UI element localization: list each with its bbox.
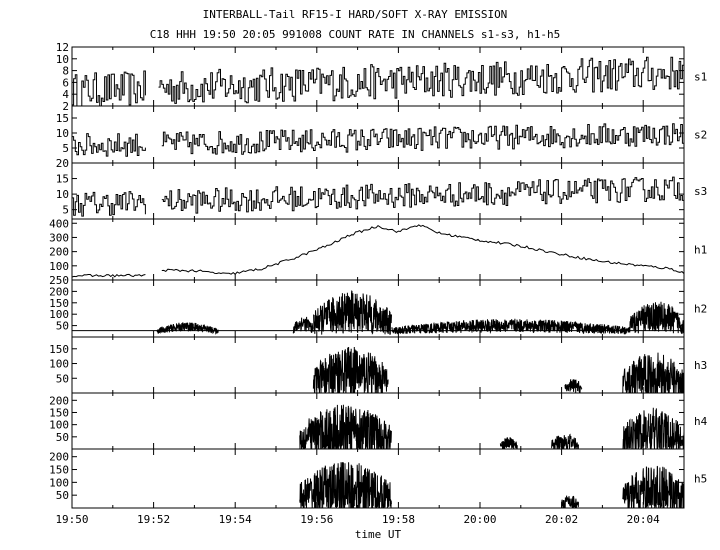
y-tick-label: 50 [56, 372, 69, 385]
x-axis-label: time UT [355, 528, 402, 541]
channel-label: h2 [694, 303, 707, 316]
series-h2 [72, 290, 684, 335]
y-tick-label: 100 [49, 476, 69, 489]
channel-label: h4 [694, 415, 708, 428]
y-tick-label: 15 [56, 173, 69, 186]
y-tick-label: 100 [49, 308, 69, 321]
y-tick-label: 10 [56, 188, 69, 201]
channel-label: h3 [694, 359, 707, 372]
x-tick-label: 20:04 [627, 513, 660, 526]
y-tick-label: 5 [62, 142, 69, 155]
chart-subtitle: C18 HHH 19:50 20:05 991008 COUNT RATE IN… [150, 28, 561, 41]
y-tick-label: 200 [49, 246, 69, 259]
y-tick-label: 50 [56, 489, 69, 502]
y-tick-label: 8 [62, 65, 69, 78]
chart-title: INTERBALL-Tail RF15-I HARD/SOFT X-RAY EM… [203, 8, 508, 21]
x-tick-label: 19:56 [300, 513, 333, 526]
y-tick-label: 100 [49, 260, 69, 273]
panel-frame [71, 162, 685, 220]
panel-s3: 5 10 15 20 s3 [56, 157, 707, 220]
y-tick-label: 12 [56, 41, 69, 54]
y-tick-label: 50 [56, 320, 69, 333]
channel-label: h1 [694, 244, 707, 257]
y-tick-label: 300 [49, 231, 69, 244]
series-h3 [312, 346, 684, 393]
panels-group: 24681012s151015s25101520s3100200300400h1… [49, 41, 708, 509]
series-h4 [299, 404, 684, 449]
y-tick-label: 6 [62, 76, 69, 89]
y-tick-label: 250 [49, 274, 69, 287]
y-tick-label: 2 [62, 100, 69, 113]
series-s2 [72, 123, 684, 157]
y-tick-label: 150 [49, 343, 69, 356]
channel-label: s3 [694, 185, 707, 198]
y-tick-label: 400 [49, 217, 69, 230]
y-tick-label: 4 [62, 88, 69, 101]
y-tick-label: 200 [49, 285, 69, 298]
y-tick-label: 100 [49, 358, 69, 371]
channel-label: h5 [694, 473, 707, 486]
y-tick-label: 15 [56, 112, 69, 125]
series-h1 [72, 224, 684, 278]
y-tick-label: 200 [49, 451, 69, 464]
time-axis: 19:50 19:52 19:54 19:56 19:58 20:00 20:02 20:04 [55, 513, 660, 526]
x-tick-label: 19:54 [219, 513, 252, 526]
x-tick-label: 20:00 [463, 513, 496, 526]
panel-frame [71, 448, 685, 509]
series-s3 [72, 176, 684, 217]
panel-s2: 5 10 15 s2 [56, 105, 707, 164]
x-tick-label: 19:50 [55, 513, 88, 526]
series-h5 [299, 462, 684, 508]
y-tick-label: 150 [49, 406, 69, 419]
y-tick-label: 20 [56, 157, 69, 170]
x-tick-label: 19:52 [137, 513, 170, 526]
y-tick-label: 50 [56, 431, 69, 444]
channel-label: s1 [694, 71, 707, 84]
x-tick-label: 19:58 [382, 513, 415, 526]
y-tick-label: 10 [56, 53, 69, 66]
y-tick-label: 150 [49, 464, 69, 477]
y-tick-label: 100 [49, 419, 69, 432]
y-tick-label: 150 [49, 297, 69, 310]
series-s1 [72, 56, 684, 106]
y-tick-label: 10 [56, 127, 69, 140]
channel-label: s2 [694, 129, 707, 142]
x-tick-label: 20:02 [545, 513, 578, 526]
y-tick-label: 200 [49, 394, 69, 407]
y-tick-label: 5 [62, 204, 69, 217]
